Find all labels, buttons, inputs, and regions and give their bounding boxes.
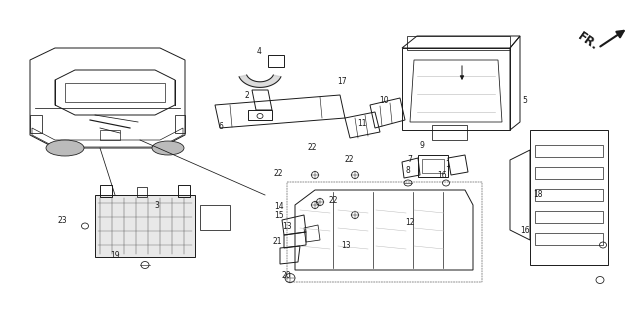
Text: 22: 22 [344, 155, 353, 164]
Bar [535, 145, 603, 157]
Text: 21: 21 [273, 237, 282, 246]
Polygon shape [239, 75, 281, 87]
Bar [248, 110, 272, 120]
Text: 5: 5 [522, 96, 527, 105]
Text: 22: 22 [328, 196, 337, 205]
Bar [402, 48, 510, 130]
Text: 2: 2 [244, 91, 249, 100]
Text: 17: 17 [337, 77, 348, 86]
Bar [432, 125, 467, 140]
Text: 10: 10 [379, 96, 389, 105]
Ellipse shape [46, 140, 84, 156]
Ellipse shape [152, 141, 184, 155]
Bar [530, 130, 608, 265]
Text: 16: 16 [436, 171, 447, 180]
Bar [535, 233, 603, 245]
Text: 13: 13 [340, 241, 351, 250]
Text: 22: 22 [274, 169, 283, 178]
Text: 16: 16 [520, 226, 530, 234]
Bar [175, 115, 185, 133]
Text: 1: 1 [445, 160, 451, 169]
Text: 22: 22 [308, 143, 317, 151]
Text: 3: 3 [154, 201, 159, 209]
Text: 15: 15 [274, 212, 284, 220]
Bar [535, 167, 603, 179]
Text: 9: 9 [420, 141, 425, 150]
Bar [535, 211, 603, 223]
Bar [30, 115, 42, 133]
Bar [100, 185, 112, 197]
Bar [407, 36, 510, 50]
Text: 6: 6 [218, 122, 223, 131]
Text: 20: 20 [282, 271, 292, 280]
Text: 18: 18 [533, 190, 542, 198]
Text: 8: 8 [406, 166, 411, 175]
Text: 12: 12 [405, 218, 414, 227]
Text: 23: 23 [57, 216, 67, 225]
Text: 11: 11 [357, 119, 366, 128]
Text: FR.: FR. [575, 30, 600, 53]
Bar [418, 155, 448, 177]
Bar [268, 55, 284, 67]
Text: 19: 19 [110, 251, 120, 260]
Bar [100, 130, 120, 140]
Text: 13: 13 [282, 223, 292, 231]
Bar [287, 182, 482, 282]
Bar [137, 187, 147, 197]
Text: 14: 14 [274, 202, 284, 211]
Bar [422, 159, 444, 173]
Text: 7: 7 [407, 155, 412, 164]
Bar [535, 189, 603, 201]
Bar [95, 195, 195, 257]
Bar [200, 205, 230, 230]
Text: 4: 4 [257, 47, 262, 56]
Bar [178, 185, 190, 197]
